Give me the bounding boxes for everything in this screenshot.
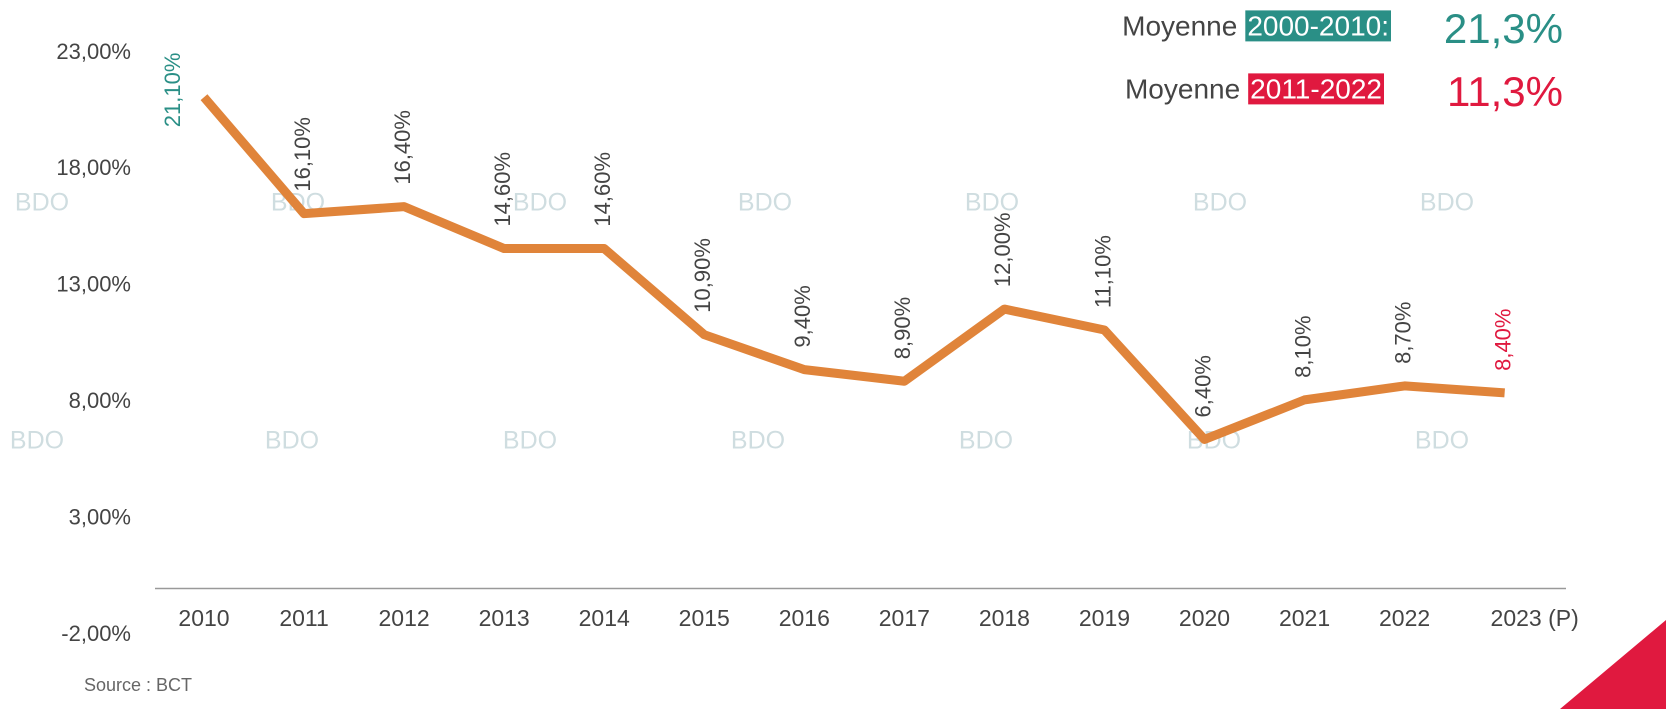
average-label: Moyenne bbox=[1125, 73, 1240, 104]
watermark: BDO bbox=[731, 427, 785, 455]
watermark: BDO bbox=[1193, 189, 1247, 217]
watermark: BDO bbox=[738, 189, 792, 217]
average: 2011-2022 Moyenne 11,3% bbox=[1125, 68, 1563, 115]
watermark: BDO bbox=[10, 427, 64, 455]
watermark: BDO bbox=[965, 189, 1019, 217]
x-tick-label: 2013 bbox=[479, 605, 530, 631]
data-label: 16,40% bbox=[390, 110, 415, 185]
data-label: 14,60% bbox=[490, 152, 515, 227]
data-label: 11,10% bbox=[1090, 235, 1115, 308]
average-period: 2011-2022 bbox=[1250, 73, 1382, 104]
average: 2000-2010: Moyenne 21,3% bbox=[1122, 5, 1563, 52]
x-tick-label: 2011 bbox=[279, 605, 328, 631]
data-label: 12,00% bbox=[990, 212, 1015, 287]
x-tick-label: 2015 bbox=[679, 605, 730, 631]
data-label: 21,10% bbox=[160, 53, 185, 128]
watermark: BDO bbox=[1415, 427, 1469, 455]
y-tick-label: -2,00% bbox=[61, 621, 131, 646]
x-tick-label: 2021 bbox=[1279, 605, 1330, 631]
x-tick-label: 2017 bbox=[879, 605, 930, 631]
source: Source : BCT bbox=[84, 675, 192, 695]
y-tick-label: 23,00% bbox=[56, 39, 131, 64]
data-label: 6,40% bbox=[1190, 355, 1215, 417]
watermark: BDO bbox=[503, 427, 557, 455]
data-label: 9,40% bbox=[790, 285, 815, 347]
watermark: BDO bbox=[265, 427, 319, 455]
x-tick-label: 2018 bbox=[979, 605, 1030, 631]
period-highlight bbox=[1245, 10, 1391, 42]
line bbox=[200, 94, 1505, 444]
period-highlight bbox=[1248, 73, 1384, 105]
watermark: BDO bbox=[959, 427, 1013, 455]
data-label: 8,10% bbox=[1290, 315, 1315, 377]
x-tick-label: 2016 bbox=[779, 605, 830, 631]
corner-decoration bbox=[1560, 620, 1666, 709]
x-tick-label: 2020 bbox=[1179, 605, 1230, 631]
watermark: BDO bbox=[15, 189, 69, 217]
x-tick-label: 2010 bbox=[178, 605, 229, 631]
data-label: 10,90% bbox=[690, 238, 715, 313]
data-label: 8,70% bbox=[1390, 302, 1415, 364]
y-tick-label: 3,00% bbox=[69, 504, 131, 529]
average-period: 2000-2010: bbox=[1247, 10, 1389, 41]
x-tick-label: 2014 bbox=[579, 605, 630, 631]
y-tick-label: 8,00% bbox=[69, 388, 131, 413]
y-tick-label: 18,00% bbox=[56, 155, 131, 180]
average-label: Moyenne bbox=[1122, 10, 1237, 41]
x-tick-label: 2023 (P) bbox=[1491, 605, 1579, 631]
x-tick-label: 2019 bbox=[1079, 605, 1130, 631]
average-value: 21,3% bbox=[1444, 5, 1563, 52]
data-label: 16,10% bbox=[290, 117, 315, 192]
y-tick-label: 13,00% bbox=[56, 272, 131, 297]
data-label: 8,40% bbox=[1490, 308, 1515, 370]
watermark: BDO bbox=[1420, 189, 1474, 217]
data-label: 8,90% bbox=[890, 297, 915, 359]
data-label: 14,60% bbox=[590, 152, 615, 227]
x-tick-label: 2022 bbox=[1379, 605, 1430, 631]
average-value: 11,3% bbox=[1447, 68, 1563, 115]
x-tick-label: 2012 bbox=[379, 605, 430, 631]
watermark: BDO bbox=[513, 189, 567, 217]
